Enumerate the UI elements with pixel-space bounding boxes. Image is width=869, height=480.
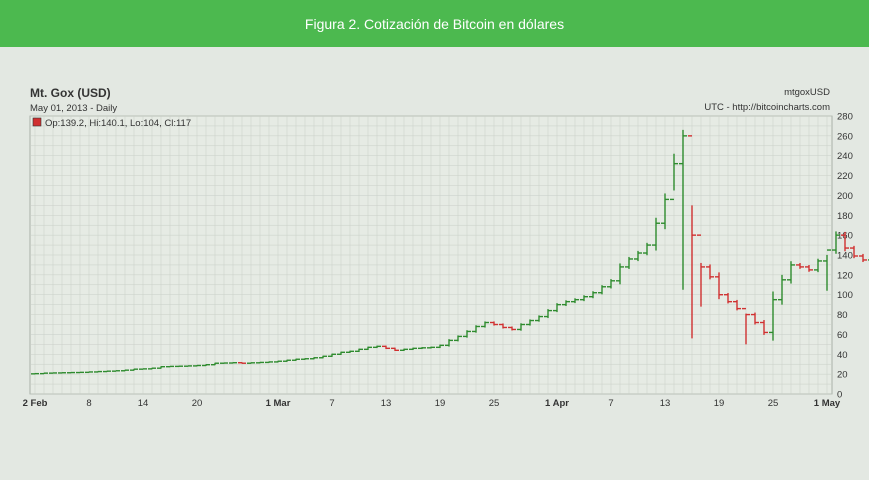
x-tick-label: 25 [489, 398, 500, 409]
x-tick-label: 20 [192, 398, 203, 409]
x-tick-label: 1 Apr [545, 398, 569, 409]
legend-swatch [32, 117, 42, 127]
x-tick-label: 25 [768, 398, 779, 409]
chart-legend: Op:139.2, Hi:140.1, Lo:104, Cl:117 [32, 117, 191, 129]
y-tick-label: 60 [837, 330, 848, 341]
x-tick-label: 1 May [814, 398, 841, 409]
y-tick-label: 80 [837, 310, 848, 321]
chart-source: UTC - http://bitcoincharts.com [704, 102, 830, 113]
x-tick-label: 8 [86, 398, 91, 409]
x-tick-label: 19 [435, 398, 446, 409]
chart-subtitle: May 01, 2013 - Daily [30, 103, 117, 114]
chart-title: Mt. Gox (USD) [30, 86, 111, 100]
y-tick-label: 120 [837, 270, 853, 281]
x-tick-label: 19 [714, 398, 725, 409]
y-tick-label: 240 [837, 151, 853, 162]
x-tick-label: 7 [329, 398, 334, 409]
x-tick-label: 14 [138, 398, 149, 409]
figure-caption-bar: Figura 2. Cotización de Bitcoin en dólar… [0, 0, 869, 47]
x-tick-label: 13 [381, 398, 392, 409]
y-tick-label: 280 [837, 112, 853, 123]
x-tick-label: 7 [608, 398, 613, 409]
x-tick-label: 2 Feb [23, 398, 48, 409]
y-tick-label: 220 [837, 171, 853, 182]
chart-symbol: mtgoxUSD [784, 87, 830, 98]
y-tick-label: 260 [837, 131, 853, 142]
x-tick-label: 1 Mar [266, 398, 291, 409]
legend-text: Op:139.2, Hi:140.1, Lo:104, Cl:117 [45, 118, 191, 129]
y-tick-label: 140 [837, 251, 853, 262]
y-tick-label: 0 [837, 390, 842, 401]
x-tick-label: 13 [660, 398, 671, 409]
y-tick-label: 40 [837, 350, 848, 361]
y-tick-label: 180 [837, 211, 853, 222]
y-tick-label: 200 [837, 191, 853, 202]
figure-caption: Figura 2. Cotización de Bitcoin en dólar… [304, 15, 565, 32]
y-tick-label: 20 [837, 370, 848, 381]
y-tick-label: 100 [837, 290, 853, 301]
